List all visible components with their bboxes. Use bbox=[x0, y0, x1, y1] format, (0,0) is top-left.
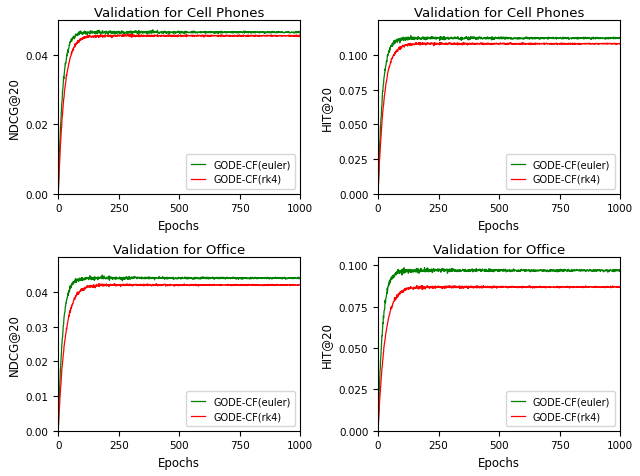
Legend: GODE-CF(euler), GODE-CF(rk4): GODE-CF(euler), GODE-CF(rk4) bbox=[506, 155, 615, 189]
Y-axis label: HIT@20: HIT@20 bbox=[320, 321, 333, 367]
Legend: GODE-CF(euler), GODE-CF(rk4): GODE-CF(euler), GODE-CF(rk4) bbox=[506, 392, 615, 426]
X-axis label: Epochs: Epochs bbox=[478, 456, 520, 469]
Y-axis label: HIT@20: HIT@20 bbox=[320, 85, 333, 130]
Title: Validation for Cell Phones: Validation for Cell Phones bbox=[94, 7, 264, 20]
X-axis label: Epochs: Epochs bbox=[158, 456, 200, 469]
Legend: GODE-CF(euler), GODE-CF(rk4): GODE-CF(euler), GODE-CF(rk4) bbox=[186, 392, 295, 426]
Legend: GODE-CF(euler), GODE-CF(rk4): GODE-CF(euler), GODE-CF(rk4) bbox=[186, 155, 295, 189]
Y-axis label: NDCG@20: NDCG@20 bbox=[7, 77, 20, 139]
X-axis label: Epochs: Epochs bbox=[478, 219, 520, 232]
Title: Validation for Cell Phones: Validation for Cell Phones bbox=[414, 7, 584, 20]
Y-axis label: NDCG@20: NDCG@20 bbox=[7, 313, 20, 375]
X-axis label: Epochs: Epochs bbox=[158, 219, 200, 232]
Title: Validation for Office: Validation for Office bbox=[433, 244, 565, 257]
Title: Validation for Office: Validation for Office bbox=[113, 244, 245, 257]
